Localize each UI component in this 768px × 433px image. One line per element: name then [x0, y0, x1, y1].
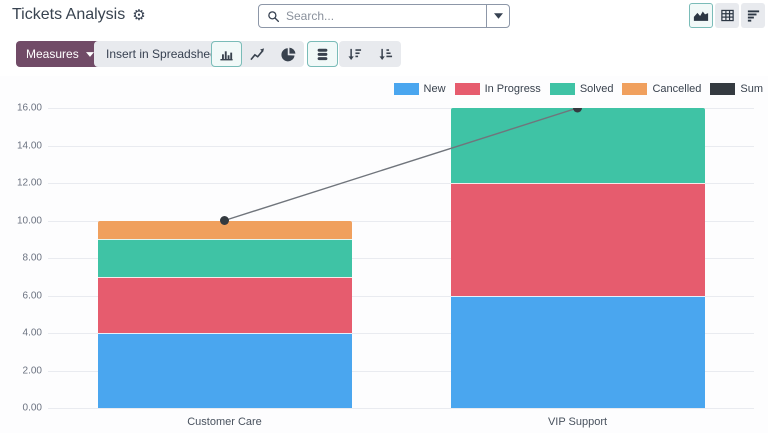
- bar-chart-icon: [219, 47, 234, 62]
- gear-icon[interactable]: ⚙: [132, 6, 146, 24]
- legend-item[interactable]: New: [393, 83, 446, 95]
- list-icon: [746, 8, 761, 23]
- control-panel: Measures Insert in Spreadsheet: [0, 32, 768, 76]
- measures-label: Measures: [26, 47, 79, 61]
- gridline: [48, 258, 754, 259]
- search-dropdown-button[interactable]: [487, 5, 509, 27]
- graph-view[interactable]: [689, 3, 713, 28]
- sort-desc-icon: [347, 47, 362, 62]
- y-tick-label: 4.00: [22, 327, 42, 339]
- insert-in-spreadsheet-label: Insert in Spreadsheet: [106, 47, 221, 61]
- insert-in-spreadsheet-button[interactable]: Insert in Spreadsheet: [94, 41, 233, 67]
- caret-down-icon: [493, 13, 503, 19]
- bar-segment[interactable]: [450, 183, 705, 296]
- gridline: [48, 333, 754, 334]
- legend-label: Solved: [579, 83, 614, 95]
- x-axis-label: Customer Care: [187, 416, 262, 428]
- legend-label: New: [423, 83, 446, 95]
- breadcrumb: Tickets Analysis ⚙: [12, 6, 146, 24]
- sort-descending-button[interactable]: [339, 41, 370, 67]
- legend-swatch: [710, 83, 736, 95]
- view-switcher: [689, 3, 765, 28]
- y-tick-label: 2.00: [22, 365, 42, 376]
- y-tick-label: 8.00: [22, 252, 42, 264]
- y-tick-label: 0.00: [22, 402, 42, 414]
- legend-label: Cancelled: [652, 83, 702, 95]
- y-tick-label: 6.00: [22, 290, 42, 301]
- y-tick-label: 16.00: [16, 102, 42, 114]
- plot-area: [48, 108, 754, 409]
- x-axis-label: VIP Support: [547, 416, 608, 428]
- legend-swatch: [454, 83, 480, 95]
- stacked-icon: [315, 47, 330, 62]
- bar-segment[interactable]: [97, 276, 352, 333]
- legend-item[interactable]: Sum: [710, 83, 763, 95]
- bar-segment[interactable]: [97, 239, 352, 277]
- search-input[interactable]: [286, 9, 486, 23]
- sort-asc-icon: [378, 47, 393, 62]
- stacked-bar[interactable]: [97, 220, 352, 408]
- bar-segment[interactable]: [450, 295, 705, 408]
- search-bar[interactable]: [258, 4, 510, 28]
- gridline: [48, 408, 754, 409]
- pie-chart-icon: [281, 47, 296, 62]
- measures-button[interactable]: Measures: [16, 41, 104, 67]
- sort-button-group: [339, 41, 401, 67]
- legend-label: In Progress: [484, 83, 541, 95]
- legend-swatch: [622, 83, 648, 95]
- pivot-table-icon: [720, 8, 735, 23]
- pie-chart-button[interactable]: [273, 41, 304, 67]
- y-tick-label: 14.00: [16, 140, 42, 151]
- legend-swatch: [549, 83, 575, 95]
- pivot-view[interactable]: [715, 3, 739, 28]
- stacked-bar[interactable]: [450, 108, 705, 408]
- stacked-button-group: [307, 41, 338, 67]
- chart-type-button-group: [211, 41, 304, 67]
- header: Tickets Analysis ⚙: [0, 0, 768, 32]
- area-chart-icon: [693, 9, 709, 22]
- search-divider: [486, 5, 487, 27]
- legend-item[interactable]: Solved: [549, 83, 614, 95]
- bar-chart-button[interactable]: [211, 41, 242, 67]
- caret-down-icon: [85, 51, 94, 57]
- line-chart-icon: [250, 47, 265, 62]
- gridline: [48, 295, 754, 297]
- sort-ascending-button[interactable]: [370, 41, 401, 67]
- legend-label: Sum: [740, 83, 763, 95]
- list-view[interactable]: [741, 3, 765, 28]
- legend-item[interactable]: Cancelled: [622, 83, 701, 95]
- y-tick-label: 10.00: [16, 215, 42, 226]
- search-icon: [267, 10, 280, 23]
- page-title: Tickets Analysis: [12, 6, 126, 23]
- gridline: [48, 370, 754, 372]
- graph-view-area: New In Progress Solved Cancelled Sum 0.00 2.0…: [0, 76, 768, 433]
- bar-segment[interactable]: [97, 220, 352, 240]
- chart-legend: New In Progress Solved Cancelled Sum: [393, 83, 763, 95]
- line-chart-button[interactable]: [242, 41, 273, 67]
- legend-swatch: [393, 83, 419, 95]
- bar-segment[interactable]: [450, 108, 705, 183]
- legend-item[interactable]: In Progress: [454, 83, 541, 95]
- stacked-toggle-button[interactable]: [307, 41, 338, 67]
- y-tick-label: 12.00: [16, 177, 42, 189]
- bar-segment[interactable]: [97, 333, 352, 408]
